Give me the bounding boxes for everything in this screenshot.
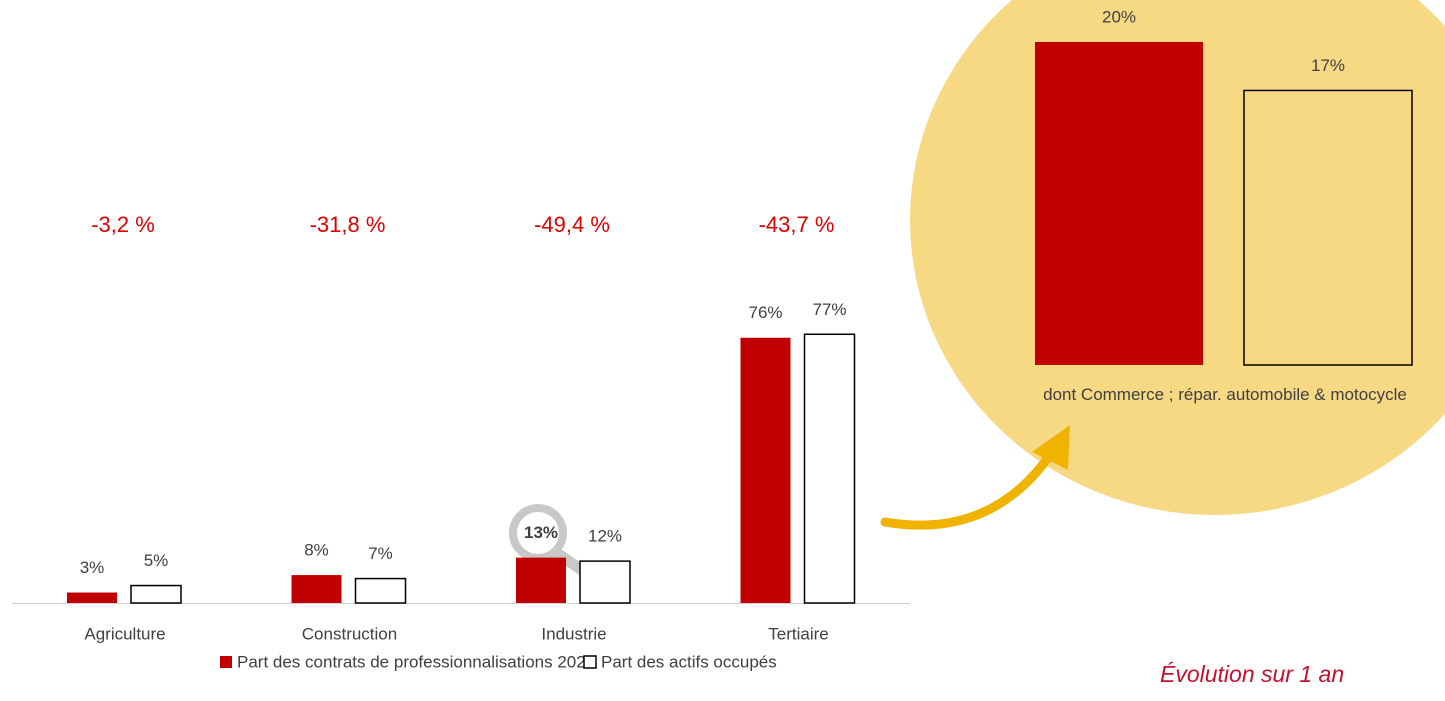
- inset-category-label: dont Commerce ; répar. automobile & moto…: [1043, 385, 1407, 404]
- bar: [803, 333, 856, 604]
- annotation: -49,4 %: [534, 212, 610, 237]
- value-label: 8%: [304, 541, 329, 560]
- arrow: [880, 450, 1055, 530]
- bar: [67, 592, 117, 603]
- legend-swatch: [220, 656, 232, 668]
- value-label: 7%: [368, 544, 393, 563]
- value-label: 3%: [80, 558, 105, 577]
- bar: [516, 557, 566, 603]
- legend-label: Part des contrats de professionnalisatio…: [237, 652, 595, 671]
- value-label: 17%: [1311, 56, 1345, 75]
- value-label: 13%: [524, 523, 558, 542]
- bar: [740, 337, 791, 603]
- annotation: -31,8 %: [310, 212, 386, 237]
- bar: [1035, 42, 1203, 365]
- bar: [291, 575, 342, 603]
- value-label: 77%: [812, 300, 846, 319]
- annotation: -3,2 %: [91, 212, 155, 237]
- bar: [1243, 89, 1413, 366]
- legend-swatch: [583, 655, 597, 669]
- value-label: 12%: [588, 527, 622, 546]
- legend-label: Part des actifs occupés: [601, 652, 777, 671]
- arrow-head: [1032, 425, 1070, 470]
- value-label: 76%: [748, 303, 782, 322]
- value-label: 5%: [144, 551, 169, 570]
- x-tick-label: Tertiaire: [768, 624, 828, 643]
- bar: [354, 577, 407, 604]
- x-tick-label: Industrie: [541, 624, 606, 643]
- bar: [130, 584, 182, 604]
- x-tick-label: Agriculture: [84, 624, 165, 643]
- value-label: 20%: [1102, 7, 1136, 26]
- annotation: -43,7 %: [759, 212, 835, 237]
- annotation-title: Évolution sur 1 an: [1160, 661, 1344, 687]
- bar: [579, 560, 631, 604]
- x-tick-label: Construction: [302, 624, 397, 643]
